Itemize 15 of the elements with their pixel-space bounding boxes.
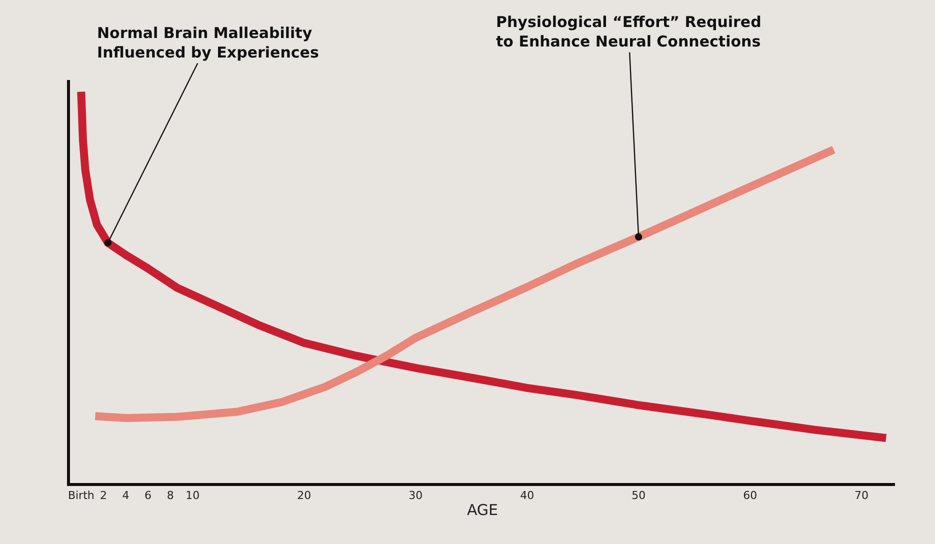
- x-tick-label: 4: [122, 489, 130, 502]
- x-tick-label: 2: [100, 489, 107, 502]
- x-tick-label: 20: [297, 489, 312, 502]
- x-axis-title: AGE: [466, 501, 498, 520]
- x-tick-label: 40: [520, 489, 534, 502]
- x-tick-label: 10: [186, 489, 200, 502]
- x-tick-label: 50: [632, 489, 646, 502]
- x-tick-label: 70: [854, 489, 869, 502]
- annotation: Normal Brain Malleability Influenced by Experiences: [97, 24, 319, 62]
- x-tick-label: 60: [743, 489, 758, 502]
- x-tick-label: 30: [408, 489, 423, 502]
- x-tick-label: 8: [166, 489, 174, 502]
- annotation: Physiological “Effort” Required to Enhance Neural Connections: [496, 13, 762, 50]
- x-tick-label: Birth: [68, 489, 94, 502]
- x-tick-label: 6: [144, 489, 152, 502]
